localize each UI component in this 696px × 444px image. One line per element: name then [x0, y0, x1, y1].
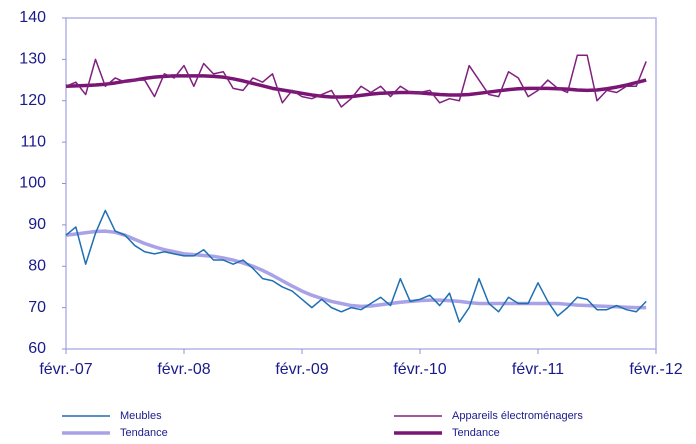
y-tick-label: 90 [28, 216, 46, 233]
x-tick-label: févr.-09 [275, 361, 328, 378]
series-line [65, 229, 647, 310]
y-tick-label: 80 [28, 257, 46, 274]
legend-label: Tendance [120, 427, 168, 439]
y-tick-label: 120 [19, 92, 46, 109]
x-tick-label: févr.-10 [393, 361, 446, 378]
y-tick-label: 110 [20, 133, 46, 150]
series-line [65, 54, 647, 108]
y-tick-label: 130 [19, 51, 46, 68]
x-tick-label: févr.-08 [157, 361, 210, 378]
plot-frame [65, 17, 657, 350]
y-tick-label: 60 [28, 340, 46, 357]
legend-label: Appareils électroménagers [452, 410, 583, 422]
legend-label: Tendance [452, 427, 500, 439]
y-tick-label: 140 [19, 9, 46, 26]
y-tick-label: 70 [28, 299, 46, 316]
x-tick-label: févr.-12 [629, 361, 682, 378]
x-tick-label: févr.-07 [39, 361, 92, 378]
series-line [65, 209, 647, 323]
x-tick-label: févr.-11 [512, 361, 564, 378]
legend-label: Meubles [120, 410, 162, 422]
y-tick-label: 100 [19, 175, 46, 192]
